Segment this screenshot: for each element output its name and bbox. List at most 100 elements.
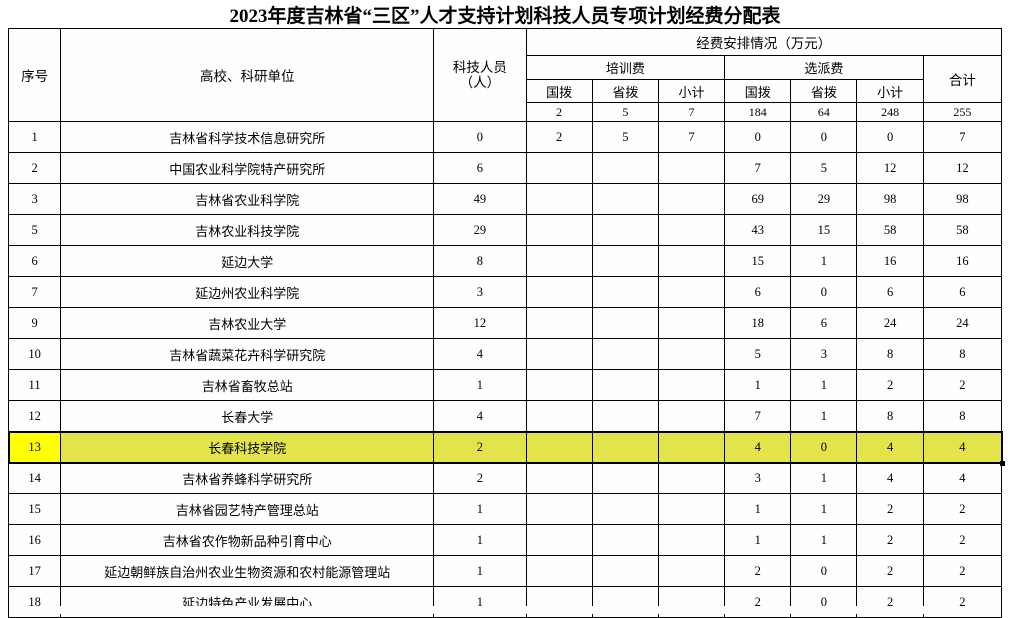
cell-training-subtotal[interactable] xyxy=(657,462,726,494)
cell-training-provincial[interactable] xyxy=(591,462,659,494)
cell-staff[interactable]: 49 xyxy=(433,183,527,215)
cell-dispatch-provincial[interactable]: 0 xyxy=(790,431,858,463)
cell-training-national[interactable] xyxy=(525,369,593,401)
cell-dispatch-subtotal[interactable]: 6 xyxy=(856,276,924,308)
cell-training-provincial[interactable] xyxy=(591,338,659,370)
cell-dispatch-subtotal[interactable]: 8 xyxy=(856,400,924,432)
cell-dispatch-subtotal[interactable]: 2 xyxy=(856,369,924,401)
cell-seq[interactable]: 2 xyxy=(7,152,62,184)
cell-total[interactable]: 12 xyxy=(922,152,1003,184)
table-row[interactable]: 9 吉林农业大学 12 18 6 24 24 xyxy=(7,307,1003,339)
cell-dispatch-subtotal[interactable]: 16 xyxy=(856,245,924,277)
cell-dispatch-subtotal[interactable]: 12 xyxy=(856,152,924,184)
cell-dispatch-national[interactable]: 18 xyxy=(724,307,792,339)
cell-seq[interactable]: 11 xyxy=(7,369,62,401)
table-row[interactable]: 10 吉林省蔬菜花卉科学研究院 4 5 3 8 8 xyxy=(7,338,1003,370)
cell-total[interactable]: 58 xyxy=(922,214,1003,246)
cell-dispatch-provincial[interactable]: 1 xyxy=(790,400,858,432)
cell-total[interactable]: 4 xyxy=(922,462,1003,494)
cell-dispatch-provincial[interactable]: 0 xyxy=(790,555,858,587)
table-row[interactable]: 2 中国农业科学院特产研究所 6 7 5 12 12 xyxy=(7,152,1003,184)
cell-dispatch-provincial[interactable]: 5 xyxy=(790,152,858,184)
cell-staff[interactable]: 3 xyxy=(433,276,527,308)
cell-training-subtotal[interactable] xyxy=(657,245,726,277)
cell-total[interactable]: 8 xyxy=(922,338,1003,370)
cell-dispatch-provincial[interactable]: 1 xyxy=(790,493,858,525)
cell-training-subtotal[interactable] xyxy=(657,183,726,215)
cell-dispatch-national[interactable]: 1 xyxy=(724,493,792,525)
cell-staff[interactable]: 2 xyxy=(433,462,527,494)
cell-dispatch-national[interactable]: 15 xyxy=(724,245,792,277)
cell-unit[interactable]: 吉林省园艺特产管理总站 xyxy=(60,493,435,525)
cell-dispatch-subtotal[interactable]: 2 xyxy=(856,555,924,587)
cell-training-subtotal[interactable] xyxy=(657,214,726,246)
cell-training-provincial[interactable] xyxy=(591,245,659,277)
table-row[interactable]: 15 吉林省园艺特产管理总站 1 1 1 2 2 xyxy=(7,493,1003,525)
cell-training-subtotal[interactable] xyxy=(657,276,726,308)
cell-dispatch-national[interactable]: 2 xyxy=(724,555,792,587)
cell-dispatch-provincial[interactable]: 0 xyxy=(790,121,858,153)
cell-total[interactable]: 2 xyxy=(922,369,1003,401)
cell-seq[interactable]: 17 xyxy=(7,555,62,587)
cell-training-subtotal[interactable] xyxy=(657,338,726,370)
cell-dispatch-subtotal[interactable]: 2 xyxy=(856,493,924,525)
cell-total[interactable]: 2 xyxy=(922,524,1003,556)
cell-training-subtotal[interactable] xyxy=(657,369,726,401)
cell-training-provincial[interactable] xyxy=(591,524,659,556)
cell-training-provincial[interactable] xyxy=(591,493,659,525)
cell-unit[interactable]: 长春大学 xyxy=(60,400,435,432)
cell-training-national[interactable] xyxy=(525,307,593,339)
cell-staff[interactable]: 1 xyxy=(433,555,527,587)
cell-seq[interactable]: 12 xyxy=(7,400,62,432)
cell-training-provincial[interactable] xyxy=(591,183,659,215)
cell-staff[interactable]: 2 xyxy=(433,431,527,463)
table-row[interactable]: 3 吉林省农业科学院 49 69 29 98 98 xyxy=(7,183,1003,215)
cell-seq[interactable]: 3 xyxy=(7,183,62,215)
cell-total[interactable]: 2 xyxy=(922,493,1003,525)
cell-dispatch-national[interactable]: 1 xyxy=(724,369,792,401)
cell-training-subtotal[interactable] xyxy=(657,400,726,432)
cell-unit[interactable]: 延边大学 xyxy=(60,245,435,277)
cell-dispatch-subtotal[interactable]: 0 xyxy=(856,121,924,153)
cell-training-subtotal[interactable] xyxy=(657,431,726,463)
cell-unit[interactable]: 延边州农业科学院 xyxy=(60,276,435,308)
table-row[interactable]: 7 延边州农业科学院 3 6 0 6 6 xyxy=(7,276,1003,308)
cell-dispatch-provincial[interactable]: 1 xyxy=(790,369,858,401)
cell-unit[interactable]: 吉林省畜牧总站 xyxy=(60,369,435,401)
cell-training-national[interactable] xyxy=(525,555,593,587)
cell-training-national[interactable] xyxy=(525,183,593,215)
cell-training-national[interactable] xyxy=(525,400,593,432)
cell-dispatch-national[interactable]: 6 xyxy=(724,276,792,308)
cell-seq[interactable]: 13 xyxy=(7,431,62,463)
cell-dispatch-provincial[interactable]: 15 xyxy=(790,214,858,246)
cell-training-subtotal[interactable]: 7 xyxy=(657,121,726,153)
cell-unit[interactable]: 吉林省蔬菜花卉科学研究院 xyxy=(60,338,435,370)
cell-training-subtotal[interactable] xyxy=(657,307,726,339)
cell-staff[interactable]: 29 xyxy=(433,214,527,246)
cell-training-provincial[interactable] xyxy=(591,369,659,401)
table-row[interactable]: 6 延边大学 8 15 1 16 16 xyxy=(7,245,1003,277)
cell-staff[interactable]: 0 xyxy=(433,121,527,153)
cell-staff[interactable]: 1 xyxy=(433,369,527,401)
cell-dispatch-subtotal[interactable]: 24 xyxy=(856,307,924,339)
cell-unit[interactable]: 吉林农业大学 xyxy=(60,307,435,339)
cell-total[interactable]: 7 xyxy=(922,121,1003,153)
cell-staff[interactable]: 4 xyxy=(433,338,527,370)
cell-training-national[interactable] xyxy=(525,338,593,370)
cell-training-national[interactable] xyxy=(525,245,593,277)
cell-training-subtotal[interactable] xyxy=(657,555,726,587)
cell-dispatch-provincial[interactable]: 0 xyxy=(790,276,858,308)
cell-training-provincial[interactable]: 5 xyxy=(591,121,659,153)
table-row[interactable]: 16 吉林省农作物新品种引育中心 1 1 1 2 2 xyxy=(7,524,1003,556)
cell-training-national[interactable] xyxy=(525,524,593,556)
cell-training-provincial[interactable] xyxy=(591,431,659,463)
cell-unit[interactable]: 中国农业科学院特产研究所 xyxy=(60,152,435,184)
cell-unit[interactable]: 吉林省养蜂科学研究所 xyxy=(60,462,435,494)
cell-dispatch-national[interactable]: 3 xyxy=(724,462,792,494)
cell-seq[interactable]: 15 xyxy=(7,493,62,525)
cell-seq[interactable]: 16 xyxy=(7,524,62,556)
cell-training-national[interactable] xyxy=(525,276,593,308)
cell-total[interactable]: 24 xyxy=(922,307,1003,339)
cell-dispatch-subtotal[interactable]: 2 xyxy=(856,524,924,556)
cell-total[interactable]: 98 xyxy=(922,183,1003,215)
